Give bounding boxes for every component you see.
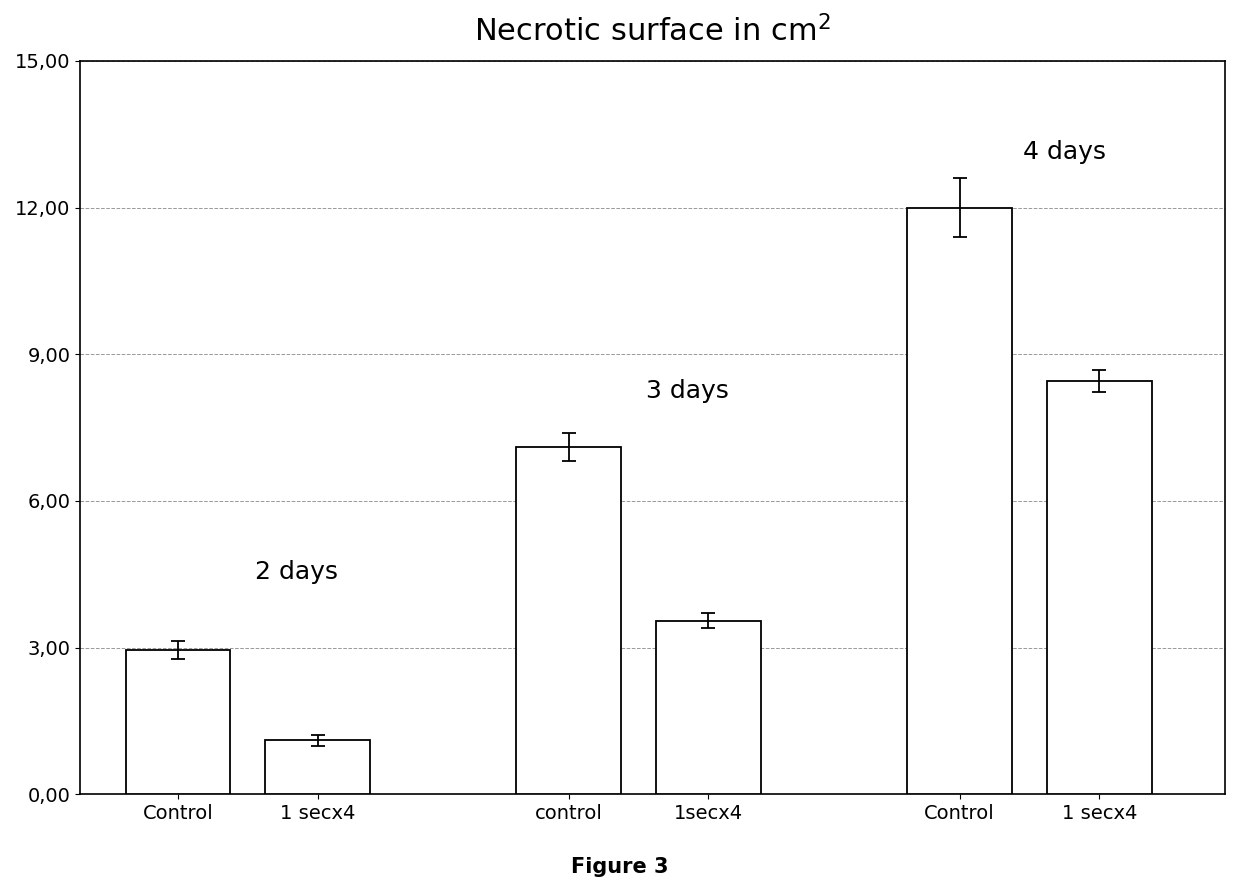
Bar bbox=[265, 740, 370, 794]
Bar bbox=[656, 621, 761, 794]
Bar bbox=[1047, 381, 1152, 794]
Text: Figure 3: Figure 3 bbox=[572, 857, 668, 878]
Text: 2 days: 2 days bbox=[254, 560, 337, 584]
Bar bbox=[517, 447, 621, 794]
Title: Necrotic surface in cm$\mathregular{^2}$: Necrotic surface in cm$\mathregular{^2}$ bbox=[474, 15, 831, 48]
Bar bbox=[125, 650, 231, 794]
Text: 4 days: 4 days bbox=[1023, 139, 1106, 163]
Text: 3 days: 3 days bbox=[646, 379, 729, 403]
Bar bbox=[908, 207, 1012, 794]
